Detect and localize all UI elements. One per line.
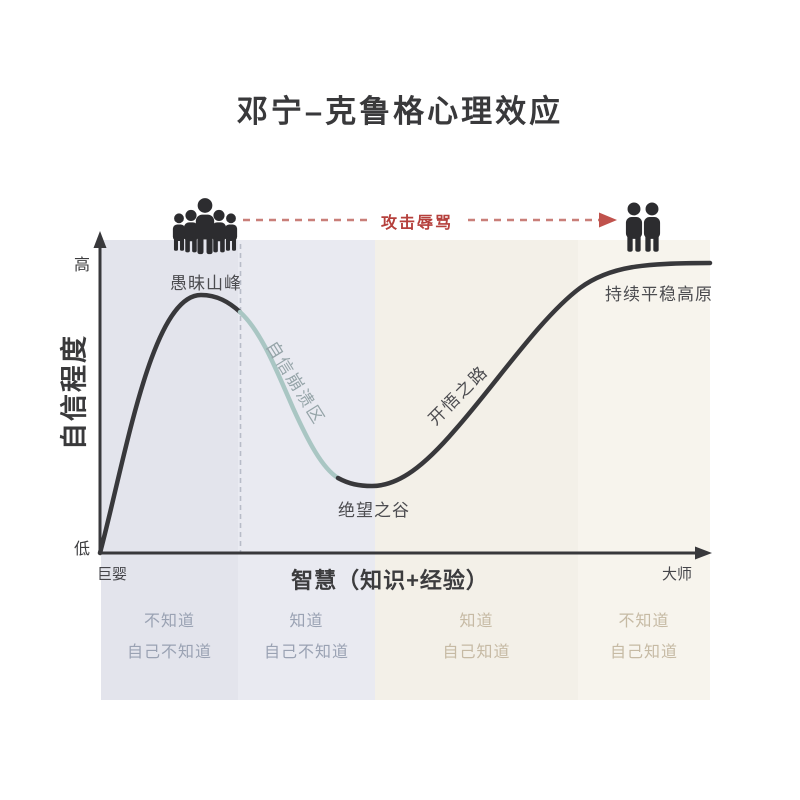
quadrant-2-line-2: 自己不知道 (263, 644, 349, 661)
quadrant-2-line-1: 知道 (289, 613, 324, 630)
label-valley-of-despair: 绝望之谷 (338, 501, 410, 520)
page-title: 邓宁–克鲁格心理效应 (236, 94, 564, 129)
x-axis-title: 智慧（知识+经验） (291, 568, 489, 593)
two-people-icon (625, 202, 661, 252)
quadrant-caption-4: 不知道 自己知道 (578, 606, 710, 668)
quadrant-4-line-1: 不知道 (618, 613, 670, 630)
quadrant-caption-2: 知道 自己不知道 (238, 606, 375, 668)
quadrant-caption-3: 知道 自己知道 (375, 606, 578, 668)
zone-band-3 (375, 240, 578, 700)
label-plateau-of-sustainability: 持续平稳高原 (605, 285, 713, 304)
curve-recovery-segment (335, 260, 713, 489)
attack-annotation-label: 攻击辱骂 (380, 215, 453, 232)
x-axis-tick-left: 巨婴 (97, 566, 128, 583)
curve-collapse-segment (237, 309, 341, 481)
y-axis-tick-high: 高 (73, 257, 90, 274)
zone-band-4 (578, 240, 710, 700)
quadrant-4-line-2: 自己知道 (609, 644, 678, 661)
quadrant-1-line-2: 自己不知道 (126, 644, 212, 661)
crowd-of-people-icon (172, 198, 238, 255)
quadrant-caption-1: 不知道 自己不知道 (101, 606, 238, 668)
quadrant-3-line-2: 自己知道 (442, 644, 511, 661)
x-axis-tick-right: 大师 (661, 566, 692, 583)
label-peak-of-ignorance: 愚昧山峰 (170, 274, 242, 293)
quadrant-1-line-1: 不知道 (143, 613, 195, 630)
y-axis-title: 自信程度 (59, 334, 90, 450)
attack-arrowhead (599, 212, 617, 228)
curve-rise-segment (97, 292, 243, 556)
quadrant-3-line-1: 知道 (459, 613, 494, 630)
y-axis-arrowhead (93, 231, 107, 248)
y-axis-tick-low: 低 (73, 541, 90, 558)
x-axis-arrowhead (695, 546, 712, 560)
zone-band-2 (238, 240, 375, 700)
